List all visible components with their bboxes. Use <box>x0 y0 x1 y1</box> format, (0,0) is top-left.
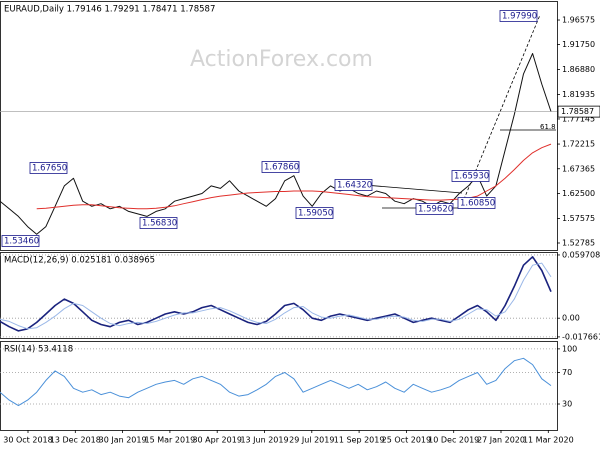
price-label: 1.65930 <box>454 172 489 182</box>
last-price-box <box>557 105 600 118</box>
price-label: 1.53460 <box>4 237 39 247</box>
y-tick-label: 1.91750 <box>562 40 595 49</box>
panel-frame <box>0 252 558 339</box>
panel-frame <box>0 341 558 431</box>
y-tick-label: 0.00 <box>562 314 580 323</box>
x-tick-label: 30 Apr 2019 <box>192 436 241 445</box>
series-line <box>0 357 552 407</box>
price-label-box <box>457 197 496 209</box>
price-label: 1.64320 <box>337 181 372 191</box>
fib-label: 61.8 <box>540 123 556 131</box>
panel-title: RSI(14) 53.4118 <box>4 345 73 355</box>
y-tick-label: 1.62500 <box>562 189 595 198</box>
y-tick-label: 1.72215 <box>562 140 595 149</box>
price-label: 1.67860 <box>264 163 299 173</box>
x-tick-label: 15 Mar 2019 <box>145 436 196 445</box>
price-label-box <box>1 235 40 247</box>
y-tick-label: 1.81935 <box>562 90 595 99</box>
x-tick-label: 13 Jun 2019 <box>240 436 288 445</box>
y-tick-label: 1.96575 <box>562 16 595 25</box>
price-label-box <box>415 203 454 215</box>
y-tick-label: 1.86880 <box>562 65 595 74</box>
x-tick-label: 11 Mar 2020 <box>523 436 574 445</box>
panel-title: EURAUD,Daily 1.79146 1.79291 1.78471 1.7… <box>4 5 215 15</box>
series-line <box>0 262 552 330</box>
y-tick-label: 1.77145 <box>562 114 595 123</box>
price-label: 1.60850 <box>460 199 495 209</box>
y-tick-label: 30 <box>562 400 572 409</box>
series-line <box>0 256 552 332</box>
price-label-box <box>334 179 373 191</box>
x-tick-label: 13 Dec 2018 <box>50 436 101 445</box>
x-tick-label: 27 Jan 2020 <box>477 436 525 445</box>
x-tick-label: 11 Sep 2019 <box>334 436 385 445</box>
x-tick-label: 10 Dec 2019 <box>428 436 479 445</box>
y-tick-label: 1.57575 <box>562 214 595 223</box>
x-tick-label: 25 Oct 2019 <box>382 436 431 445</box>
panel-title: MACD(12,26,9) 0.025181 0.038965 <box>4 256 155 266</box>
y-tick-label: 100 <box>562 344 577 353</box>
x-tick-label: 30 Oct 2018 <box>3 436 52 445</box>
y-tick-label: 0.059708 <box>562 250 600 259</box>
y-tick-label: 1.52785 <box>562 238 595 247</box>
y-tick-label: 1.67365 <box>562 164 595 173</box>
x-tick-label: 29 Jul 2019 <box>289 436 334 445</box>
last-price-label: 1.78587 <box>561 107 594 116</box>
price-label: 1.97990 <box>502 12 537 22</box>
watermark: ActionForex.com <box>190 47 373 72</box>
price-label-box <box>29 162 68 174</box>
y-tick-label: 70 <box>562 368 572 377</box>
price-label-box <box>451 170 490 182</box>
y-tick-label: -0.017661 <box>562 332 600 341</box>
price-label: 1.59050 <box>298 209 333 219</box>
panel-frame <box>0 1 558 251</box>
trend-line <box>461 14 541 205</box>
price-label: 1.56830 <box>142 219 177 229</box>
price-label-box <box>295 207 334 219</box>
x-tick-label: 30 Jan 2019 <box>99 436 147 445</box>
price-label: 1.59620 <box>418 205 453 215</box>
price-label: 1.67650 <box>32 164 67 174</box>
series-line <box>0 53 552 235</box>
price-label-box <box>261 161 300 173</box>
price-label-box <box>139 217 178 229</box>
price-label-box <box>499 10 538 22</box>
